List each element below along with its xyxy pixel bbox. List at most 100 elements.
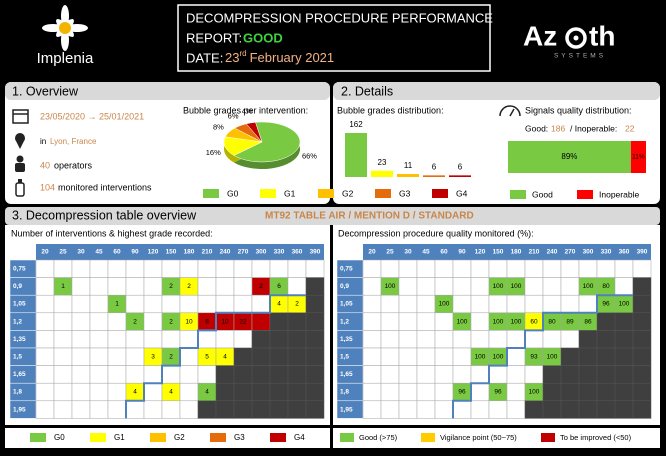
section-title: 3. Decompression table overview [12, 208, 197, 222]
calendar-icon [12, 109, 29, 124]
table-cell [215, 400, 235, 419]
table-cell [35, 330, 55, 349]
column-label: 240 [547, 249, 558, 256]
signals-separator: / Inoperable: [570, 123, 617, 133]
table-cell [233, 365, 253, 384]
table-cell [89, 365, 109, 384]
table-cell [416, 400, 436, 419]
legend-label: To be improved (<50) [560, 433, 632, 442]
cell-value: 4 [133, 389, 137, 396]
table-cell [251, 382, 271, 402]
left-table-title: Number of interventions & highest grade … [11, 228, 213, 238]
cell-value: 100 [493, 354, 504, 361]
table-cell [125, 277, 145, 296]
table-cell [71, 382, 91, 402]
bar-value-label: 89% [561, 152, 577, 161]
pie-label: 66% [302, 151, 317, 160]
table-cell [614, 365, 634, 384]
cell-value: 100 [475, 354, 486, 361]
column-label: 20 [368, 249, 376, 256]
column-label: 60 [440, 249, 448, 256]
column-label: 210 [529, 249, 540, 256]
column-label: 30 [404, 249, 412, 256]
table-cell [380, 382, 400, 402]
table-cell [506, 382, 526, 402]
table-cell [452, 294, 472, 314]
row-label: 1,35 [340, 336, 353, 343]
column-label: 270 [565, 249, 576, 256]
table-cell [560, 382, 580, 402]
cell-value: 100 [619, 301, 630, 308]
table-cell [107, 312, 127, 331]
table-cell [452, 365, 472, 384]
column-label: 60 [113, 249, 121, 256]
table-cell [143, 312, 163, 331]
column-label: 90 [131, 249, 139, 256]
table-cell [632, 365, 652, 384]
column-label: 180 [511, 249, 522, 256]
location-prefix: in [40, 137, 46, 146]
table-cell [71, 294, 91, 314]
table-cell [596, 365, 616, 384]
table-cell [434, 312, 454, 331]
table-cell [506, 259, 526, 278]
row-label: 0,9 [340, 283, 349, 290]
cell-value: 100 [583, 283, 594, 290]
table-cell [269, 312, 289, 331]
table-cell [143, 400, 163, 419]
table-cell [596, 259, 616, 278]
table-cell [89, 312, 109, 331]
cell-value: 100 [457, 318, 468, 325]
table-cell [197, 330, 217, 349]
legend-swatch [340, 433, 354, 442]
table-cell [287, 330, 307, 349]
column-label: 150 [166, 249, 177, 256]
table-cell [380, 312, 400, 331]
cell-value: 96 [602, 301, 610, 308]
table-cell [578, 294, 598, 314]
table-cell [89, 294, 109, 314]
logo-right-a: Az [523, 20, 557, 51]
table-cell [179, 365, 199, 384]
table-cell [542, 400, 562, 419]
bar-value-label: 11% [632, 154, 645, 161]
table-cell [596, 400, 616, 419]
table-cell [305, 400, 325, 419]
table-cell [251, 330, 271, 349]
table-cell [197, 365, 217, 384]
legend-swatch [541, 433, 555, 442]
table-cell [362, 330, 382, 349]
table-header [36, 244, 324, 260]
table-cell [434, 400, 454, 419]
interventions: 104 [40, 182, 55, 192]
table-cell [524, 365, 544, 384]
table-cell [434, 259, 454, 278]
table-cell [287, 259, 307, 278]
cell-value: 60 [530, 318, 538, 325]
table-cell [143, 365, 163, 384]
table-cell [71, 330, 91, 349]
column-label: 150 [493, 249, 504, 256]
table-cell [305, 294, 325, 314]
bar [397, 174, 419, 177]
table-cell [614, 330, 634, 349]
right-legend-panel [333, 428, 660, 448]
tables-header [5, 207, 660, 225]
row-label: 1,8 [13, 389, 22, 396]
row-label: 1,65 [340, 371, 353, 378]
table-cell [107, 330, 127, 349]
table-cell [89, 347, 109, 366]
table-cell [470, 330, 490, 349]
table-cell [470, 312, 490, 331]
table-cell [269, 400, 289, 419]
limit-line [125, 294, 306, 419]
cell-value: 2 [295, 301, 299, 308]
table-cell [452, 259, 472, 278]
table-cell [143, 330, 163, 349]
pie-label: 8% [213, 123, 224, 132]
legend-label: Good [532, 189, 553, 199]
table-cell [179, 259, 199, 278]
column-label: 45 [422, 249, 430, 256]
pie-label: 6% [228, 111, 239, 120]
